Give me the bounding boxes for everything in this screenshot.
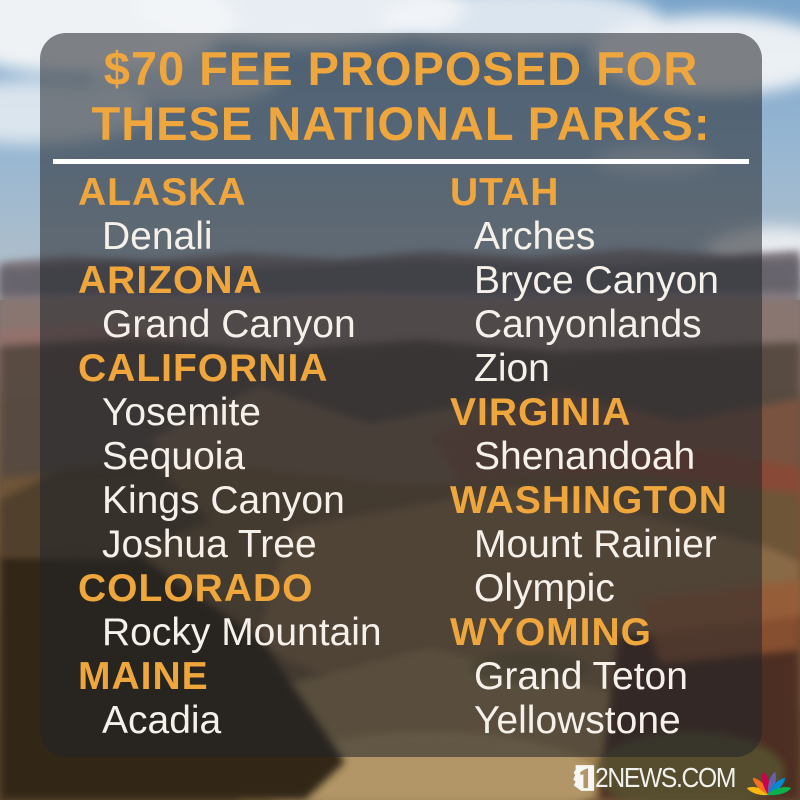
state-label: COLORADO xyxy=(78,567,314,610)
park-item: Canyonlands xyxy=(474,303,702,346)
state-label: WYOMING xyxy=(450,611,652,654)
park-item: Yellowstone xyxy=(474,699,681,742)
state-label: WASHINGTON xyxy=(450,479,728,522)
nbc-peacock-icon xyxy=(746,771,792,796)
park-item: Grand Teton xyxy=(474,655,688,698)
peacock-feather xyxy=(767,771,776,796)
park-item: Arches xyxy=(474,215,596,258)
state-label: CALIFORNIA xyxy=(78,347,329,390)
park-item: Sequoia xyxy=(102,435,246,478)
headline-line1: $70 FEE PROPOSED FOR xyxy=(103,42,699,95)
park-list: ALASKA Denali ARIZONA Grand Canyon CALIFORNI… xyxy=(40,164,762,743)
park-item: Zion xyxy=(474,347,550,390)
arizona-shape-1-icon xyxy=(573,765,594,791)
state-label: MAINE xyxy=(78,655,209,698)
park-item: Mount Rainier xyxy=(474,523,717,566)
headline: $70 FEE PROPOSED FOR THESE NATIONAL PARK… xyxy=(40,33,762,151)
divider-rule xyxy=(53,159,749,164)
park-item: Rocky Mountain xyxy=(102,611,382,654)
park-item: Yosemite xyxy=(102,391,261,434)
park-list-right-column: UTAH Arches Bryce Canyon Canyonlands Zion VIR… xyxy=(450,171,762,743)
park-item: Grand Canyon xyxy=(102,303,356,346)
peacock-feather xyxy=(746,787,771,796)
overlay-panel: $70 FEE PROPOSED FOR THESE NATIONAL PARK… xyxy=(40,33,762,757)
station-logo: 2NEWS.COM xyxy=(571,757,792,799)
headline-line2: THESE NATIONAL PARKS: xyxy=(91,97,711,150)
state-label: ARIZONA xyxy=(78,259,263,302)
park-list-left-column: ALASKA Denali ARIZONA Grand Canyon CALIFORNI… xyxy=(78,171,410,743)
station-logo-text: 2NEWS.COM xyxy=(594,762,736,793)
park-item: Bryce Canyon xyxy=(474,259,719,302)
state-label: VIRGINIA xyxy=(450,391,632,434)
park-item: Denali xyxy=(102,215,213,258)
park-item: Joshua Tree xyxy=(102,523,317,566)
park-item: Olympic xyxy=(474,567,615,610)
peacock-feather xyxy=(767,787,792,796)
state-label: UTAH xyxy=(450,171,560,214)
state-label: ALASKA xyxy=(78,171,247,214)
park-item: Shenandoah xyxy=(474,435,696,478)
park-item: Acadia xyxy=(102,699,222,742)
park-item: Kings Canyon xyxy=(102,479,345,522)
